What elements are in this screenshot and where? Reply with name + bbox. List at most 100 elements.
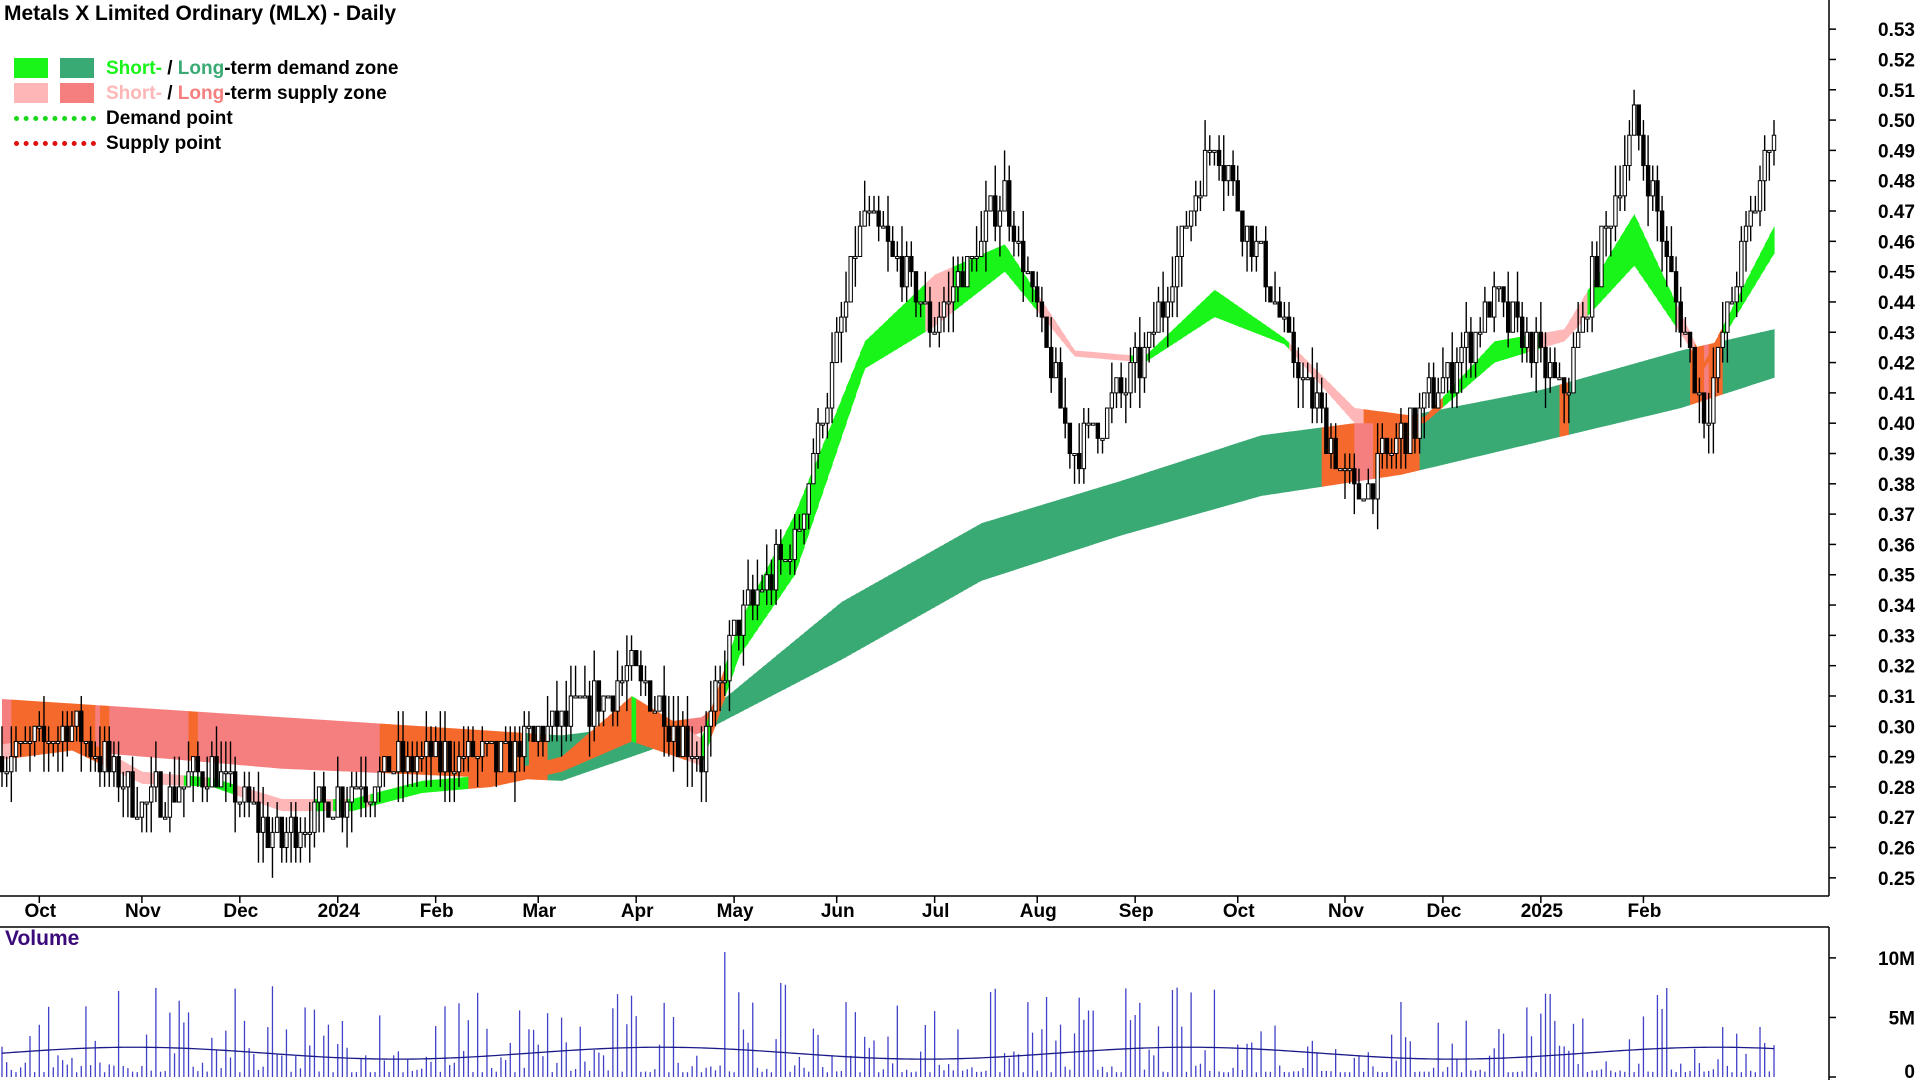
short-term-demand-zone-segment	[225, 782, 232, 794]
price-bar	[414, 741, 420, 787]
price-bar-body	[428, 740, 434, 758]
long-term-demand-zone-segment	[1289, 431, 1295, 492]
short-term-demand-zone-segment	[1652, 253, 1659, 300]
price-bar	[1338, 468, 1343, 472]
price-bar	[74, 710, 79, 742]
price-bar	[167, 771, 173, 833]
short-term-demand-zone-segment	[1466, 366, 1472, 387]
price-bar	[1151, 301, 1156, 348]
volume-tick-label: 0	[1904, 1062, 1915, 1080]
long-term-demand-zone-segment	[1620, 366, 1626, 423]
short-term-supply-zone-segment	[1377, 411, 1383, 424]
short-term-supply-zone-segment	[1335, 389, 1341, 408]
price-bar-body	[405, 756, 410, 773]
short-term-supply-zone-segment	[1107, 353, 1113, 360]
price-bar-body	[675, 725, 681, 758]
date-tick-label: 2025	[1521, 901, 1564, 922]
long-term-demand-zone-segment	[1438, 408, 1444, 466]
price-bar-body	[792, 528, 797, 561]
price-bar-body	[1655, 180, 1660, 212]
price-bar	[689, 726, 695, 787]
price-bar	[279, 816, 284, 863]
price-bar	[452, 741, 457, 803]
price-bar-body	[470, 740, 476, 758]
long-term-demand-zone-segment	[1153, 468, 1160, 527]
long-term-supply-zone-segment	[347, 721, 353, 772]
price-bar-body	[554, 710, 560, 727]
short-term-demand-zone-segment	[720, 666, 726, 712]
price-bar	[237, 801, 243, 818]
price-bar-body	[372, 786, 378, 803]
long-term-demand-zone-segment	[1442, 408, 1449, 465]
price-bar	[200, 771, 205, 803]
legend-supply-short-word: Short-	[106, 83, 162, 104]
price-bar-body	[1021, 240, 1026, 273]
long-term-demand-zone-segment	[1275, 432, 1281, 494]
price-bar-body	[755, 589, 760, 606]
long-term-supply-zone-segment	[277, 716, 283, 769]
price-bar	[242, 771, 247, 818]
short-term-supply-zone-segment	[137, 769, 143, 784]
long-term-demand-zone-segment	[813, 621, 819, 675]
price-bar-body	[1603, 225, 1609, 229]
price-bar	[0, 726, 5, 787]
price-bar	[1053, 347, 1059, 379]
short-term-demand-zone-segment	[654, 710, 661, 752]
price-bar-body	[32, 725, 37, 742]
price-bar	[554, 680, 560, 742]
long-term-demand-zone-segment	[808, 625, 814, 677]
price-bar	[703, 711, 709, 803]
price-bar-body	[540, 725, 546, 742]
short-term-demand-zone-segment	[999, 244, 1006, 276]
price-bar-body	[1599, 225, 1604, 288]
price-bar-body	[1622, 165, 1627, 197]
price-bar-body	[1282, 316, 1287, 320]
price-bar	[149, 756, 154, 833]
price-bar-body	[1487, 301, 1492, 318]
legend-demand-rest: -term demand zone	[224, 58, 399, 79]
price-bar	[293, 802, 298, 863]
short-term-demand-zone-segment	[1275, 331, 1281, 343]
price-bar	[1230, 150, 1236, 196]
short-term-demand-zone-segment	[440, 778, 446, 792]
short-term-demand-zone-segment	[431, 779, 437, 793]
price-bar-body	[517, 740, 522, 758]
price-bar-body	[1025, 271, 1031, 275]
price-bar-body	[960, 271, 965, 288]
long-term-demand-zone-segment	[948, 538, 954, 600]
short-term-supply-zone-segment	[1317, 370, 1323, 387]
candle-layer	[0, 89, 1777, 878]
price-bar	[559, 710, 564, 757]
long-term-demand-zone-segment	[1564, 381, 1570, 436]
short-term-supply-zone-segment	[1344, 398, 1351, 418]
short-term-supply-zone-segment	[291, 799, 297, 812]
long-term-demand-zone-segment	[486, 730, 493, 778]
price-bar	[111, 741, 117, 787]
price-bar	[4, 756, 9, 787]
price-bar-body	[713, 680, 718, 712]
price-bar	[1184, 211, 1189, 229]
long-term-demand-zone-segment	[785, 644, 791, 689]
price-bar-body	[377, 771, 382, 788]
price-bar	[592, 650, 597, 742]
price-bar-body	[391, 771, 396, 775]
price-bar	[1076, 423, 1082, 484]
price-bar	[951, 256, 956, 333]
price-bar-body	[181, 786, 187, 790]
price-bar-body	[1063, 407, 1068, 424]
short-term-demand-zone-segment	[379, 790, 385, 804]
price-bar	[1049, 317, 1054, 393]
price-bar-body	[419, 756, 424, 760]
long-term-demand-zone-segment	[906, 562, 912, 623]
long-term-demand-zone-segment	[1578, 378, 1584, 433]
long-term-demand-zone-segment	[766, 659, 773, 699]
long-term-supply-zone-segment	[342, 721, 348, 772]
price-bar-body	[1338, 468, 1343, 472]
price-bar-body	[666, 725, 672, 742]
long-term-demand-zone-segment	[1233, 442, 1239, 504]
short-term-supply-zone-segment	[1400, 414, 1407, 424]
price-bar-body	[293, 816, 298, 849]
short-term-demand-zone-segment	[1615, 237, 1621, 286]
price-bar-body	[685, 725, 690, 758]
price-bar-body	[18, 740, 23, 744]
